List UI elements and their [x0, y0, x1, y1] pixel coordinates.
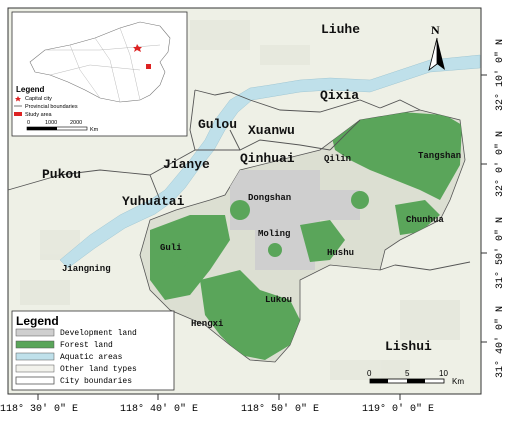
legend-label: Other land types — [60, 365, 137, 374]
district-label: Gulou — [198, 117, 237, 132]
scale-zero: 0 — [367, 369, 372, 378]
scale-unit: Km — [452, 377, 464, 386]
north-arrow-label: N — [431, 23, 440, 37]
lat-tick-label: 32° 10′ 0″ N — [494, 39, 506, 111]
district-label: Liuhe — [321, 22, 360, 37]
legend-swatch-boundary — [15, 376, 55, 385]
district-labels: Liuhe Qixia Gulou Xuanwu Qinhuai Jianye … — [42, 22, 461, 354]
district-label: Dongshan — [248, 193, 291, 203]
lon-tick-label: 118° 30′ 0″ E — [0, 403, 78, 415]
city-boundaries — [7, 89, 471, 271]
lat-tick-label: 31° 50′ 0″ N — [494, 217, 506, 289]
china-outline — [29, 21, 171, 103]
terrain-texture — [20, 20, 460, 380]
district-label: Qixia — [320, 88, 359, 103]
scale-mid: 5 — [405, 369, 410, 378]
legend-swatch-development — [15, 328, 55, 337]
inset-legend-label: Capital city — [25, 96, 52, 102]
district-label: Tangshan — [418, 151, 461, 161]
development-land — [170, 170, 360, 270]
district-label: Jiangning — [62, 264, 111, 274]
north-arrow: N — [428, 23, 445, 71]
legend-swatch-forest — [15, 340, 55, 349]
lat-tick-label: 32° 0′ 0″ N — [494, 131, 506, 197]
river-water — [59, 54, 481, 269]
district-label: Hushu — [327, 248, 354, 258]
district-label: Xuanwu — [248, 123, 295, 138]
inset-legend-label: Provincial boundaries — [25, 104, 78, 110]
district-label: Hengxi — [191, 319, 224, 329]
scale-bar-segment — [370, 379, 388, 383]
district-label: Qinhuai — [240, 151, 295, 166]
north-arrow-light-half — [428, 37, 438, 71]
district-label: Yuhuatai — [122, 194, 185, 209]
province-boundaries — [45, 27, 161, 103]
legend-swatch-aquatic — [15, 352, 55, 361]
inset-map: Legend Capital city Provincial boundarie… — [11, 11, 188, 137]
lon-tick-label: 118° 40′ 0″ E — [120, 403, 198, 415]
inset-scale-mid: 1000 — [45, 120, 57, 126]
forest-land — [150, 112, 462, 360]
capital-city-icon — [133, 44, 142, 52]
legend-label: City boundaries — [60, 377, 132, 386]
inset-box — [11, 11, 188, 137]
scale-bar-segment — [407, 379, 425, 383]
district-label: Pukou — [42, 167, 81, 182]
scale-max: 10 — [439, 369, 448, 378]
study-area-swatch — [14, 112, 22, 116]
district-label: Lishui — [385, 339, 432, 354]
longitude-ticks: 118° 30′ 0″ E 118° 40′ 0″ E 118° 50′ 0″ … — [0, 394, 434, 415]
district-label: Moling — [258, 229, 290, 239]
district-label: Qilin — [324, 154, 351, 164]
lon-tick-label: 119° 0′ 0″ E — [362, 403, 434, 415]
map-legend: Legend Development land Forest land Aqua… — [11, 310, 175, 391]
legend-label: Aquatic areas — [60, 353, 123, 362]
district-label: Chunhua — [406, 215, 444, 225]
legend-label: Forest land — [60, 341, 113, 350]
north-arrow-dark-half — [437, 38, 445, 70]
inset-scale-unit: Km — [90, 127, 99, 133]
inset-scale-bar-segment — [27, 127, 57, 130]
star-icon — [15, 96, 21, 102]
latitude-ticks: 32° 10′ 0″ N 32° 0′ 0″ N 31° 50′ 0″ N 31… — [481, 39, 506, 378]
district-label: Lukou — [265, 295, 292, 305]
scale-bar: 0 5 10 Km — [367, 369, 464, 386]
inset-legend-title: Legend — [16, 85, 45, 94]
lat-tick-label: 31° 40′ 0″ N — [494, 306, 506, 378]
inset-scale-zero: 0 — [27, 120, 30, 126]
district-label: Guli — [160, 243, 182, 253]
inset-scale-max: 2000 — [70, 120, 82, 126]
district-label: Jianye — [163, 157, 210, 172]
legend-swatch-other — [15, 364, 55, 373]
lon-tick-label: 118° 50′ 0″ E — [241, 403, 319, 415]
legend-label: Development land — [60, 329, 137, 338]
legend-title: Legend — [16, 314, 59, 328]
inset-legend-label: Study area — [25, 112, 53, 118]
study-area-marker — [146, 64, 151, 69]
